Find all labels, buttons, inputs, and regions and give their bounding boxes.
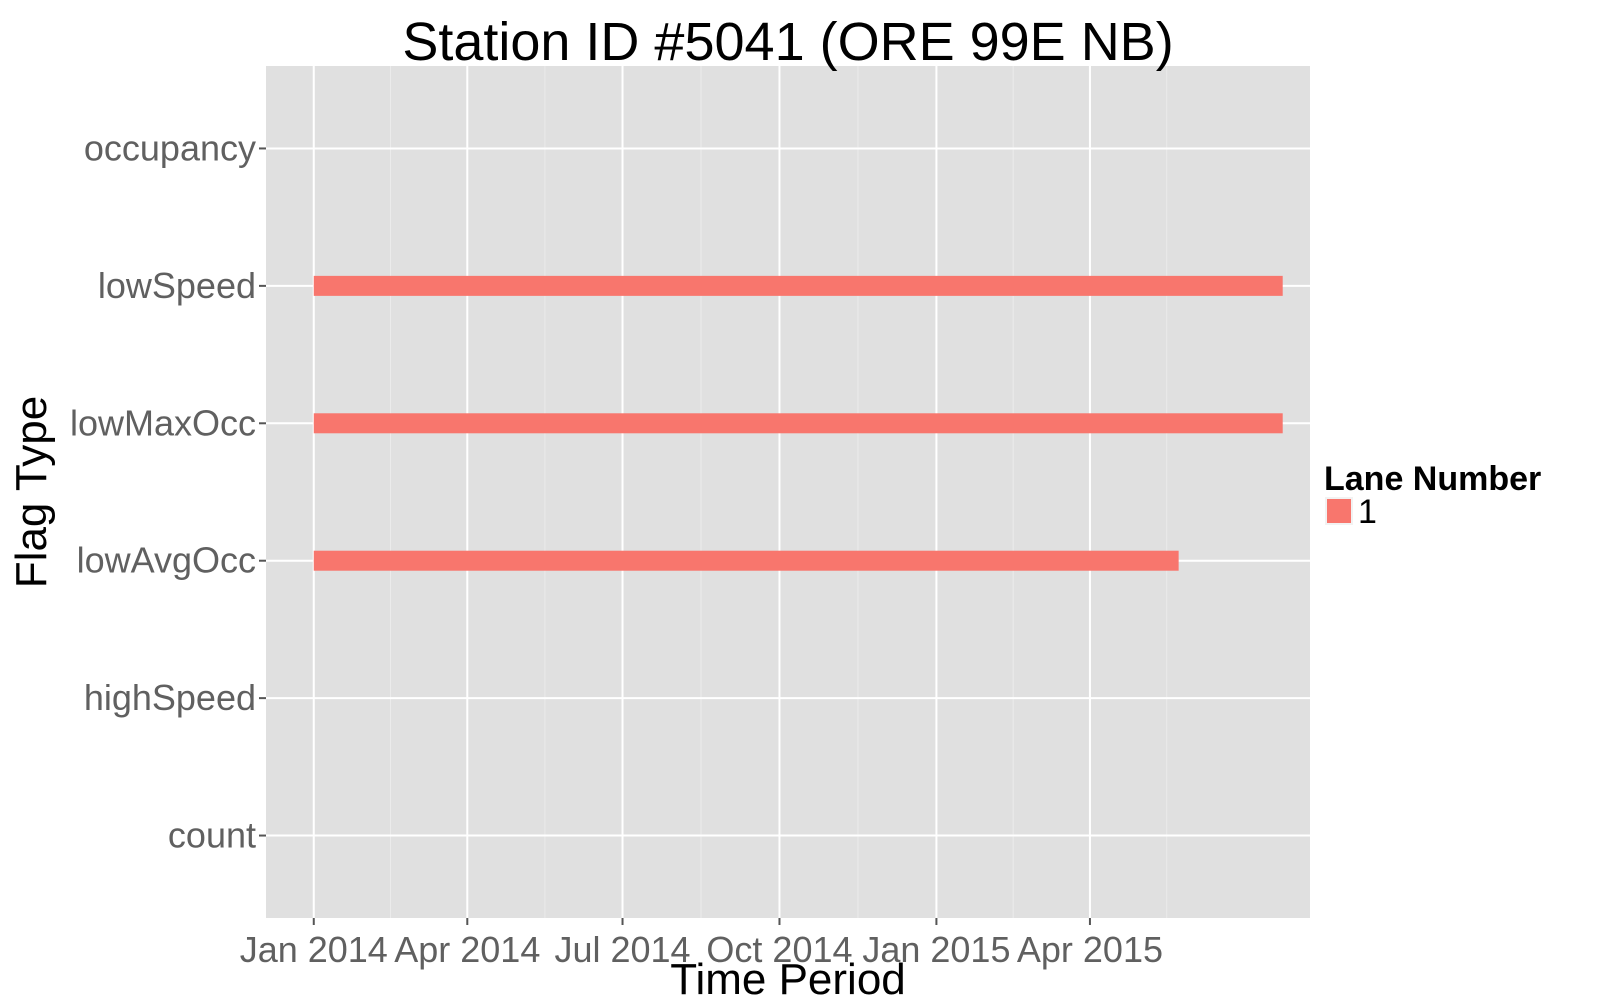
legend-title: Lane Number [1324,460,1541,498]
x-tick-label: Jan 2015 [862,929,1010,970]
x-axis-title: Time Period [670,955,906,1000]
x-axis-ticks: Jan 2014 Apr 2014 Jul 2014 Oct 2014 Jan 2015… [240,918,1163,970]
y-axis-title: Flag Type [7,396,56,588]
legend: Lane Number 1 [1324,460,1541,531]
x-tick-label: Apr 2015 [1017,929,1163,970]
bar-segment-lowSpeed [313,275,1283,296]
x-tick-label: Jan 2014 [240,929,388,970]
y-tick-label: lowSpeed [98,265,256,306]
chart-title: Station ID #5041 (ORE 99E NB) [402,12,1173,72]
x-tick-label: Jul 2014 [554,929,690,970]
y-tick-label: lowMaxOcc [70,402,256,443]
minor-gridlines [390,66,1168,918]
x-tick-label: Oct 2014 [706,929,852,970]
bar-segment-lowMaxOcc [313,413,1283,434]
x-tick-label: Apr 2014 [394,929,540,970]
legend-key [1325,497,1353,525]
legend-label: 1 [1358,493,1377,531]
y-tick-label: lowAvgOcc [77,540,256,581]
y-tick-label: highSpeed [84,677,256,718]
bar-segment-lowAvgOcc [313,550,1179,571]
y-tick-label: occupancy [84,127,256,168]
panel-background [266,66,1310,918]
bar-segments [313,275,1283,571]
y-axis-ticks: count highSpeed lowAvgOcc lowMaxOcc lowSpeed… [70,127,266,856]
y-tick-label: count [168,815,256,856]
